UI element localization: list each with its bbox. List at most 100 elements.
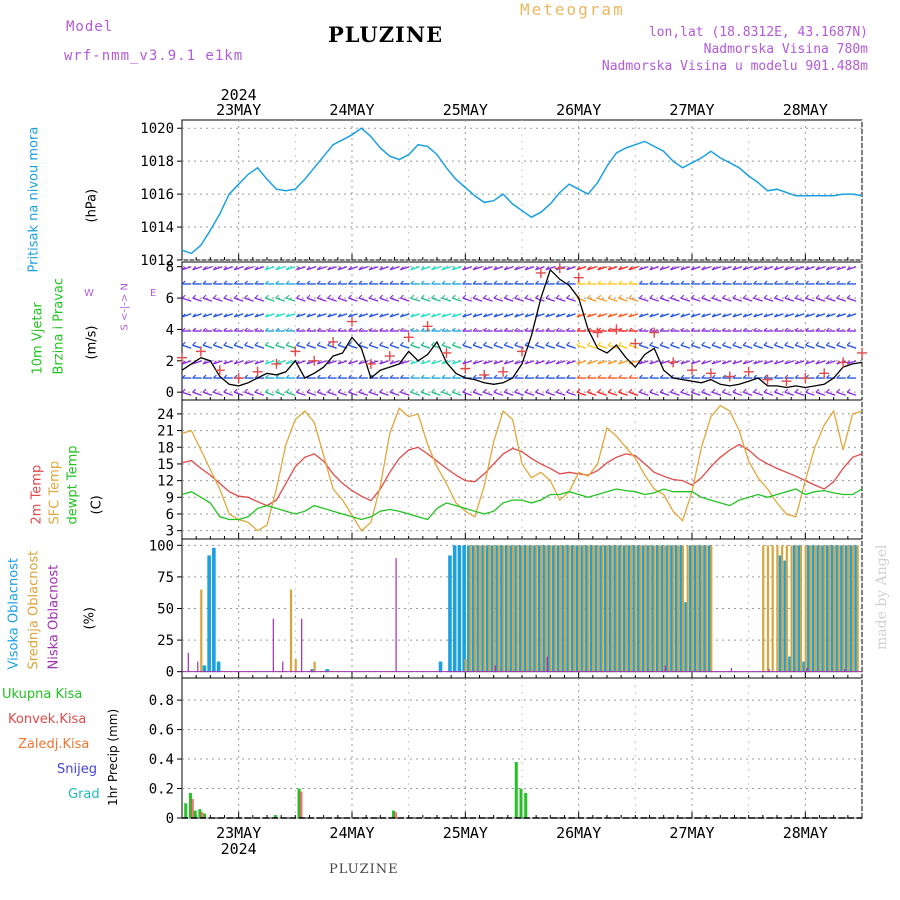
wind-direction-arrow xyxy=(306,313,317,318)
wind-direction-arrowhead xyxy=(285,374,290,379)
wind-direction-arrowhead xyxy=(379,388,384,393)
wind-direction-arrow xyxy=(618,297,628,302)
wind-direction-arrow xyxy=(649,313,659,318)
wind-direction-arrowhead xyxy=(264,280,269,285)
wind-direction-arrow xyxy=(628,360,639,365)
wind-direction-arrow xyxy=(452,297,462,302)
wind-direction-arrow xyxy=(254,266,265,271)
wind-direction-arrowhead xyxy=(503,280,508,285)
wind-direction-arrow xyxy=(348,266,358,271)
wind-direction-arrowhead xyxy=(659,266,664,271)
wind-direction-arrow xyxy=(223,266,233,271)
wind-direction-arrow xyxy=(753,360,763,365)
wind-direction-arrow xyxy=(254,360,265,365)
wind-direction-arrow xyxy=(556,360,566,365)
wind-direction-arrow xyxy=(327,297,337,302)
wind-direction-arrow xyxy=(846,266,857,271)
wind-direction-arrowhead xyxy=(264,266,269,271)
precip-bar xyxy=(524,792,528,818)
cloud-bar xyxy=(568,545,571,673)
bottom-date-label: 27MAY xyxy=(669,824,714,842)
y-tick-label-wind: 2 xyxy=(166,354,174,370)
wind-direction-arrowhead xyxy=(586,374,591,379)
wind-direction-arrowhead xyxy=(732,313,737,318)
wind-direction-arrow xyxy=(815,297,826,302)
wind-gust-marker xyxy=(554,263,565,274)
wind-gust-marker xyxy=(535,267,546,278)
wind-direction-arrow xyxy=(202,391,213,396)
wind-direction-arrowhead xyxy=(659,341,664,346)
wind-direction-arrow xyxy=(524,313,535,318)
wind-direction-arrow xyxy=(213,360,223,365)
wind-direction-arrow xyxy=(743,360,753,365)
wind-direction-arrow xyxy=(753,344,763,349)
wind-direction-arrowhead xyxy=(483,341,487,346)
cloud-bar xyxy=(507,545,510,673)
wind-direction-arrowhead xyxy=(420,388,425,393)
wind-direction-arrowhead xyxy=(514,280,519,285)
wind-direction-arrow xyxy=(296,266,306,271)
wind-direction-arrowhead xyxy=(618,374,622,379)
cloud-bar xyxy=(289,589,293,673)
bottom-date-label: 23MAY xyxy=(216,824,261,842)
wind-direction-arrowhead xyxy=(399,280,404,285)
wind-direction-arrow xyxy=(462,297,472,302)
wind-direction-arrow xyxy=(815,344,826,349)
wind-direction-arrowhead xyxy=(773,294,778,299)
wind-direction-arrowhead xyxy=(431,388,435,393)
wind-direction-arrowhead xyxy=(472,266,477,271)
cloud-bar xyxy=(710,545,713,673)
wind-direction-arrow xyxy=(846,360,857,365)
cloud-bar xyxy=(516,545,519,673)
wind-direction-arrow xyxy=(722,266,732,271)
cloud-bar xyxy=(844,545,849,673)
wind-direction-arrowhead xyxy=(399,266,404,271)
wind-direction-arrowhead xyxy=(264,388,269,393)
wind-direction-arrow xyxy=(680,266,691,271)
cloud-bar xyxy=(483,545,486,673)
wind-gust-marker xyxy=(177,352,187,363)
wind-direction-arrow xyxy=(836,297,846,302)
wind-direction-arrowhead xyxy=(701,388,706,393)
wind-direction-arrowhead xyxy=(638,294,643,299)
wind-direction-arrow xyxy=(639,297,649,302)
sfc-temp-line xyxy=(181,404,863,532)
wind-direction-arrow xyxy=(389,266,400,271)
y-tick-label-cloud: 0 xyxy=(166,665,174,681)
wind-direction-arrowhead xyxy=(638,388,643,393)
top-date-label: 26MAY xyxy=(556,101,601,119)
cloud-bar xyxy=(681,545,685,673)
wind-direction-arrowhead xyxy=(192,280,197,285)
wind-direction-arrow xyxy=(711,297,722,302)
wind-direction-arrowhead xyxy=(202,266,207,271)
bottom-date-label: 24MAY xyxy=(329,824,374,842)
wind-direction-arrowhead xyxy=(358,360,363,365)
wind-direction-arrowhead xyxy=(794,341,799,346)
wind-direction-arrow xyxy=(597,266,607,271)
wind-direction-arrow xyxy=(202,344,213,349)
wind-direction-arrow xyxy=(285,360,296,365)
model-label: Model xyxy=(66,19,114,35)
cloud-bar xyxy=(599,545,603,673)
cloud-bar xyxy=(691,545,694,673)
wind-direction-arrowhead xyxy=(825,294,830,299)
wind-direction-arrowhead xyxy=(431,360,435,365)
wind-direction-arrow xyxy=(774,360,784,365)
wind-direction-arrowhead xyxy=(348,374,352,379)
y-tick-label-wind: 8 xyxy=(166,260,174,276)
wind-direction-arrowhead xyxy=(753,313,758,318)
wind-direction-arrowhead xyxy=(420,266,425,271)
wind-direction-arrow xyxy=(493,313,504,318)
precip-legend-snow: Snijeg xyxy=(57,762,97,777)
cloud-bar xyxy=(207,555,211,673)
y-tick-label-precipitation: 0.2 xyxy=(149,782,174,798)
wind-direction-arrowhead xyxy=(773,266,778,271)
wind-direction-arrowhead xyxy=(742,388,747,393)
wind-direction-arrow xyxy=(763,297,774,302)
wind-direction-arrow xyxy=(265,344,275,349)
wind-direction-arrowhead xyxy=(576,294,581,299)
y-tick-label-temperature: 9 xyxy=(166,490,174,506)
wind-direction-arrowhead xyxy=(223,327,228,332)
wind-direction-arrowhead xyxy=(223,360,228,365)
wind-direction-arrowhead xyxy=(722,294,726,299)
